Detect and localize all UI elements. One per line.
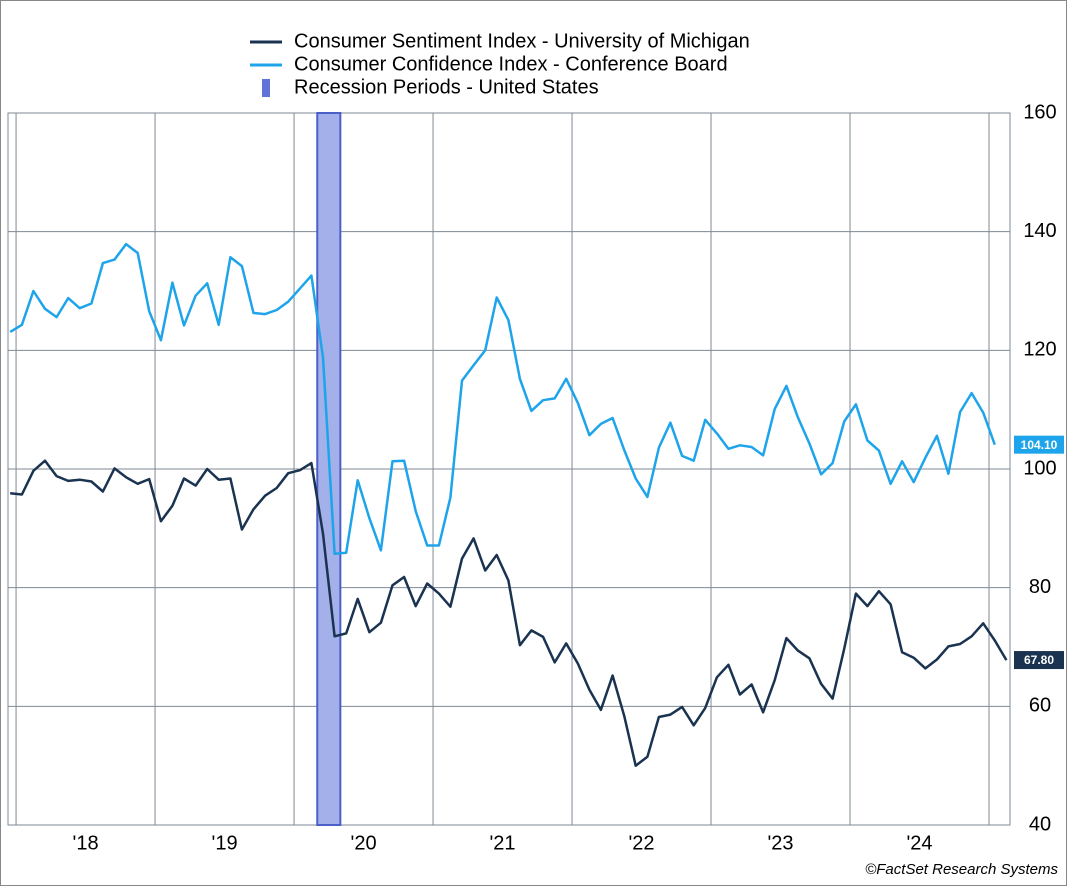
- end-tag: 104.10: [1014, 435, 1064, 454]
- end-tag-label: 67.80: [1024, 653, 1054, 667]
- end-tag-label: 104.10: [1021, 438, 1058, 452]
- series-line: [10, 459, 1008, 767]
- x-tick-label: '23: [767, 832, 793, 854]
- series-line: [9, 242, 996, 556]
- x-tick-label: '20: [351, 832, 377, 854]
- x-tick-label: '19: [212, 832, 238, 854]
- end-tag-box: [1014, 651, 1064, 670]
- x-tick-label: '22: [628, 832, 654, 854]
- x-tick-label: '24: [906, 832, 932, 854]
- y-tick-label: 140: [1023, 220, 1056, 242]
- legend-label: Consumer Confidence Index - Conference B…: [294, 53, 728, 75]
- y-tick-label: 60: [1029, 695, 1051, 717]
- x-tick-label: '18: [73, 832, 99, 854]
- end-tag: 67.80: [1014, 651, 1064, 670]
- y-tick-label: 100: [1023, 457, 1056, 479]
- y-tick-label: 160: [1023, 101, 1056, 123]
- end-tag-box: [1014, 435, 1064, 454]
- y-tick-label: 40: [1029, 813, 1051, 835]
- x-tick-label: '21: [489, 832, 515, 854]
- legend-label: Recession Periods - United States: [294, 76, 599, 98]
- legend-label: Consumer Sentiment Index - University of…: [294, 30, 750, 52]
- y-tick-label: 80: [1029, 576, 1051, 598]
- y-tick-label: 120: [1023, 339, 1056, 361]
- credit: ©FactSet Research Systems: [865, 861, 1058, 878]
- legend-swatch: [262, 79, 270, 97]
